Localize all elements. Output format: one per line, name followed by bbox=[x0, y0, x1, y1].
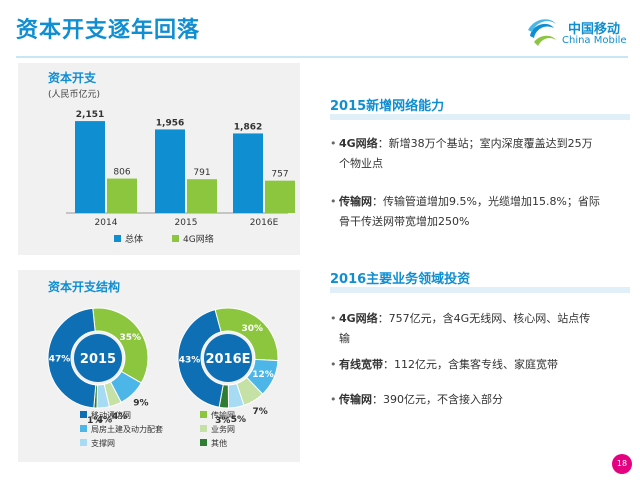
bullet-key: 4G网络 bbox=[339, 137, 378, 150]
donut1-slice-label: 1% bbox=[87, 416, 102, 426]
donut1-slice-移动通信网 bbox=[47, 307, 97, 409]
donut-legend-label: 其他 bbox=[211, 438, 227, 448]
donut1-slice-label: 4% bbox=[112, 412, 127, 422]
donut2-slice-label: 5% bbox=[231, 415, 246, 425]
bullet-text: ：112亿元，含集客专线、家庭宽带 bbox=[383, 358, 558, 371]
donut2-slice-label: 43% bbox=[179, 356, 201, 366]
bar-value-label: 806 bbox=[113, 168, 130, 178]
donut-panel-title: 资本开支结构 bbox=[48, 280, 121, 294]
donut-legend-swatch bbox=[200, 411, 207, 418]
bullet-dot: • bbox=[330, 195, 337, 208]
logo-chinese: 中国移动 bbox=[568, 22, 621, 37]
donut-legend-swatch bbox=[80, 439, 87, 446]
logo-english: China Mobile bbox=[562, 35, 627, 46]
donut-chart-panel: 资本开支结构 35% 9% 4% 4% 1% 47% 2015 30% 12% 7% 5% 3% 43%… bbox=[18, 270, 300, 462]
donut1-center-label: 2015 bbox=[80, 352, 116, 367]
bullet-text: ：传输管道增加9.5%，光缆增加15.8%；省际骨干传送网带宽增加250% bbox=[339, 195, 600, 228]
donut2-center bbox=[204, 334, 252, 382]
donut-legend-swatch bbox=[80, 425, 87, 432]
bar-4g-2014 bbox=[107, 178, 137, 213]
bullet-text: ：390亿元，不含接入部分 bbox=[372, 393, 503, 406]
donut-legend-label: 局房土建及动力配套 bbox=[91, 424, 163, 434]
bar-value-label: 1,862 bbox=[234, 122, 262, 132]
legend-swatch-total bbox=[114, 235, 121, 242]
donut1-center bbox=[74, 334, 122, 382]
bullet-dot: • bbox=[330, 358, 337, 371]
page-number-badge: 18 bbox=[612, 454, 632, 474]
bar-chart-unit: (人民币亿元) bbox=[48, 90, 101, 100]
bar-chart: 2,151 806 2014 1,956 791 2015 1,862 757 2016E 总体 4… bbox=[66, 110, 295, 245]
x-tick-label: 2015 bbox=[175, 218, 198, 228]
section2-bullet-transport: • 传输网：390亿元，不含接入部分 bbox=[330, 390, 601, 410]
x-tick-label: 2016E bbox=[250, 218, 279, 228]
donut1-slice-传输网 bbox=[92, 307, 149, 384]
logo-swirl-icon bbox=[528, 19, 556, 46]
donut-legend-swatch bbox=[200, 439, 207, 446]
bar-total-2016E bbox=[233, 133, 263, 213]
bullet-dot: • bbox=[330, 393, 337, 406]
legend-label: 总体 bbox=[125, 233, 143, 245]
page-title: 资本开支逐年回落 bbox=[16, 18, 201, 43]
section1-bullet-transport: • 传输网：传输管道增加9.5%，光缆增加15.8%；省际骨干传送网带宽增加250… bbox=[330, 192, 601, 232]
legend-swatch-4g bbox=[172, 235, 179, 242]
bar-total-2015 bbox=[155, 129, 185, 213]
donut2-slice-label: 30% bbox=[241, 324, 263, 334]
bullet-key: 4G网络 bbox=[339, 312, 378, 325]
title-divider bbox=[16, 56, 628, 58]
bullet-key: 有线宽带 bbox=[339, 358, 383, 371]
donut-legend-label: 业务网 bbox=[211, 424, 235, 434]
bar-value-label: 2,151 bbox=[76, 110, 104, 120]
donut1-slice-label: 9% bbox=[133, 399, 148, 409]
section1-underline bbox=[330, 114, 630, 120]
donut-legend-label: 移动通信网 bbox=[91, 410, 131, 420]
bar-total-2014 bbox=[75, 121, 105, 213]
china-mobile-logo: 中国移动 China Mobile bbox=[522, 14, 632, 58]
donut2-slice-label: 12% bbox=[252, 370, 274, 380]
bar-4g-2016E bbox=[265, 180, 295, 213]
section1-heading: 2015新增网络能力 bbox=[330, 99, 445, 114]
bar-value-label: 791 bbox=[193, 168, 210, 178]
donut1-slice-label: 4% bbox=[97, 416, 112, 426]
donut1-slice-label: 47% bbox=[49, 354, 71, 364]
donut1-slice-label: 35% bbox=[120, 333, 142, 343]
bullet-dot: • bbox=[330, 312, 337, 325]
bullet-text: ：新增38万个基站；室内深度覆盖达到25万个物业点 bbox=[339, 137, 593, 170]
donut-legend-swatch bbox=[80, 411, 87, 418]
section2-underline bbox=[330, 287, 630, 293]
legend-label: 4G网络 bbox=[183, 233, 214, 245]
donut-legend-label: 传输网 bbox=[211, 410, 235, 420]
donut-legend-label: 支撑网 bbox=[91, 438, 115, 448]
section2-bullet-broadband: • 有线宽带：112亿元，含集客专线、家庭宽带 bbox=[330, 355, 601, 375]
bullet-key: 传输网 bbox=[339, 393, 372, 406]
section2-bullet-4g: • 4G网络：757亿元，含4G无线网、核心网、站点传输 bbox=[330, 309, 601, 349]
donut-legend-swatch bbox=[200, 425, 207, 432]
donut2-slice-移动通信网 bbox=[177, 309, 224, 408]
bar-chart-panel: 资本开支 (人民币亿元) 2,151 806 2014 1,956 791 2015 1,8… bbox=[18, 63, 300, 255]
section1-bullet-4g: • 4G网络：新增38万个基站；室内深度覆盖达到25万个物业点 bbox=[330, 134, 601, 174]
bullet-dot: • bbox=[330, 137, 337, 150]
bar-value-label: 757 bbox=[271, 170, 288, 180]
donut2-slice-label: 3% bbox=[215, 416, 230, 426]
section2-heading: 2016主要业务领域投资 bbox=[330, 272, 471, 287]
bar-chart-title: 资本开支 bbox=[48, 71, 97, 85]
bar-value-label: 1,956 bbox=[156, 118, 184, 128]
bullet-key: 传输网 bbox=[339, 195, 372, 208]
donut2-center-label: 2016E bbox=[205, 352, 250, 367]
donut2-slice-label: 7% bbox=[252, 407, 267, 417]
x-tick-label: 2014 bbox=[95, 218, 118, 228]
bar-4g-2015 bbox=[187, 179, 217, 213]
bullet-text: ：757亿元，含4G无线网、核心网、站点传输 bbox=[339, 312, 591, 345]
